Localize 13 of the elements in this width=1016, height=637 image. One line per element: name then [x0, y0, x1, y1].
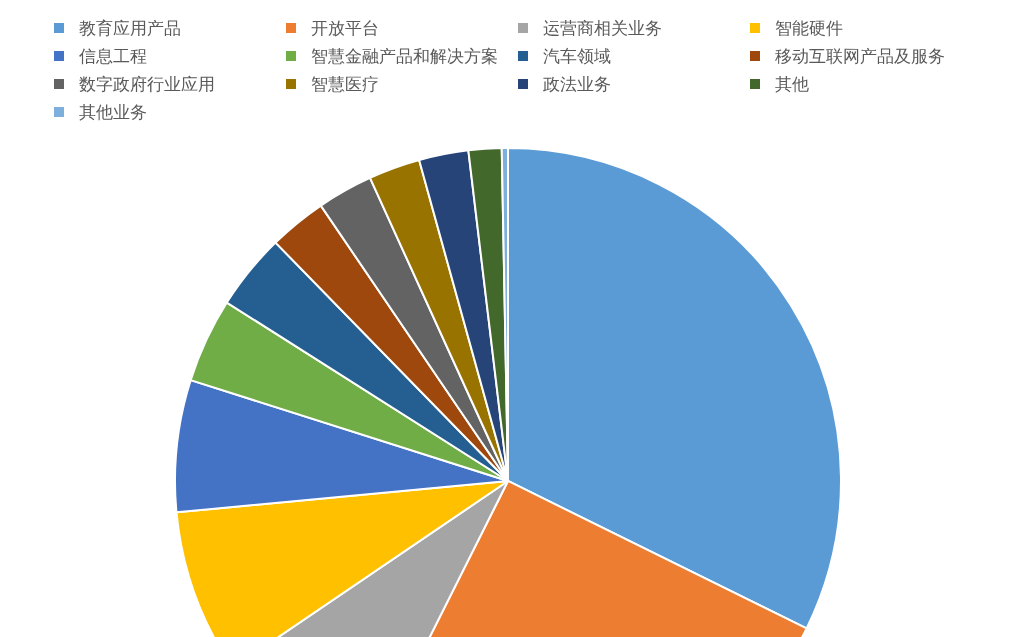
legend-label: 政法业务 — [543, 74, 611, 94]
legend-label: 其他业务 — [79, 102, 147, 122]
legend-label: 智慧医疗 — [311, 74, 379, 94]
legend-label: 开放平台 — [311, 18, 379, 38]
legend-label: 移动互联网产品及服务 — [775, 46, 945, 66]
legend-label: 汽车领域 — [543, 46, 611, 66]
legend-label: 信息工程 — [79, 46, 147, 66]
legend-label: 运营商相关业务 — [543, 18, 662, 38]
legend-label: 其他 — [775, 74, 809, 94]
legend-label: 教育应用产品 — [79, 18, 181, 38]
legend-label: 智能硬件 — [775, 18, 843, 38]
legend-label: 数字政府行业应用 — [79, 74, 215, 94]
legend-label: 智慧金融产品和解决方案 — [311, 46, 498, 66]
